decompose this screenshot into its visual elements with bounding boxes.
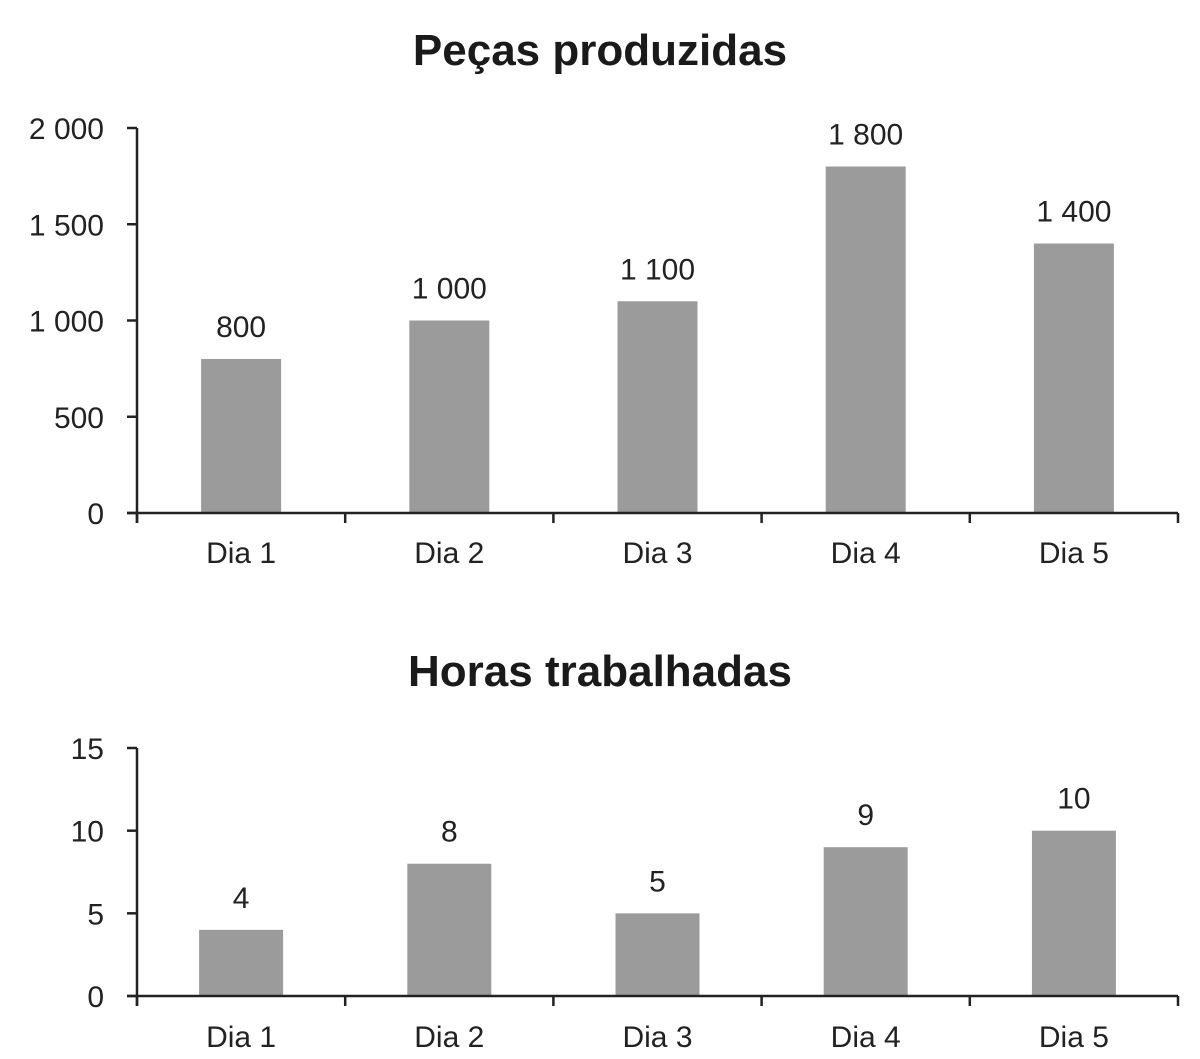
chart2-x-tick-label-3: Dia 3 (622, 1021, 692, 1054)
chart1-x-tick-label-1: Dia 1 (206, 537, 276, 570)
chart2-value-label-5: 10 (1057, 783, 1090, 816)
chart1-bar-4 (825, 166, 906, 513)
chart1-x-tick-label-5: Dia 5 (1039, 537, 1109, 570)
chart1-y-tick-label-1: 0 (87, 498, 104, 531)
chart1-value-label-1: 800 (216, 311, 266, 344)
chart2-bar-1 (199, 929, 284, 996)
chart1-x-tick-label-4: Dia 4 (831, 537, 901, 570)
chart2-value-label-3: 5 (649, 865, 666, 898)
chart2-value-label-2: 8 (441, 816, 458, 849)
chart2-y-tick-label-4: 15 (71, 733, 104, 766)
chart2-bar-3 (615, 913, 700, 996)
chart2-y-tick-label-3: 10 (71, 816, 104, 849)
chart1-y-tick-label-4: 1 500 (29, 209, 104, 242)
chart2-x-tick-label-5: Dia 5 (1039, 1021, 1109, 1054)
chart-title-horas: Horas trabalhadas (408, 647, 792, 696)
chart1-value-label-3: 1 100 (620, 253, 695, 286)
chart1-bar-5 (1033, 243, 1114, 513)
chart2-y-tick-label-2: 5 (87, 898, 104, 931)
chart2-bar-5 (1031, 830, 1116, 996)
chart1-bar-1 (201, 359, 282, 513)
chart1-y-tick-label-3: 1 000 (29, 306, 104, 339)
chart2-y-tick-label-1: 0 (87, 981, 104, 1014)
chart1-bar-3 (617, 301, 698, 513)
chart1-value-label-5: 1 400 (1036, 196, 1111, 229)
chart1-value-label-2: 1 000 (412, 273, 487, 306)
chart1-y-tick-label-2: 500 (54, 402, 104, 435)
chart2-bar-2 (407, 863, 492, 996)
chart2-bar-4 (823, 847, 908, 996)
chart2-x-tick-label-2: Dia 2 (414, 1021, 484, 1054)
chart1-value-label-4: 1 800 (828, 119, 903, 152)
chart1-bar-2 (409, 320, 490, 513)
chart2-value-label-1: 4 (233, 882, 250, 915)
chart2-x-tick-label-1: Dia 1 (206, 1021, 276, 1054)
chart-title-pecas: Peças produzidas (412, 26, 788, 75)
chart1-x-tick-label-2: Dia 2 (414, 537, 484, 570)
chart2-x-tick-label-4: Dia 4 (831, 1021, 901, 1054)
chart1-y-tick-label-5: 2 000 (29, 113, 104, 146)
chart1-x-tick-label-3: Dia 3 (622, 537, 692, 570)
chart2-value-label-4: 9 (857, 799, 874, 832)
